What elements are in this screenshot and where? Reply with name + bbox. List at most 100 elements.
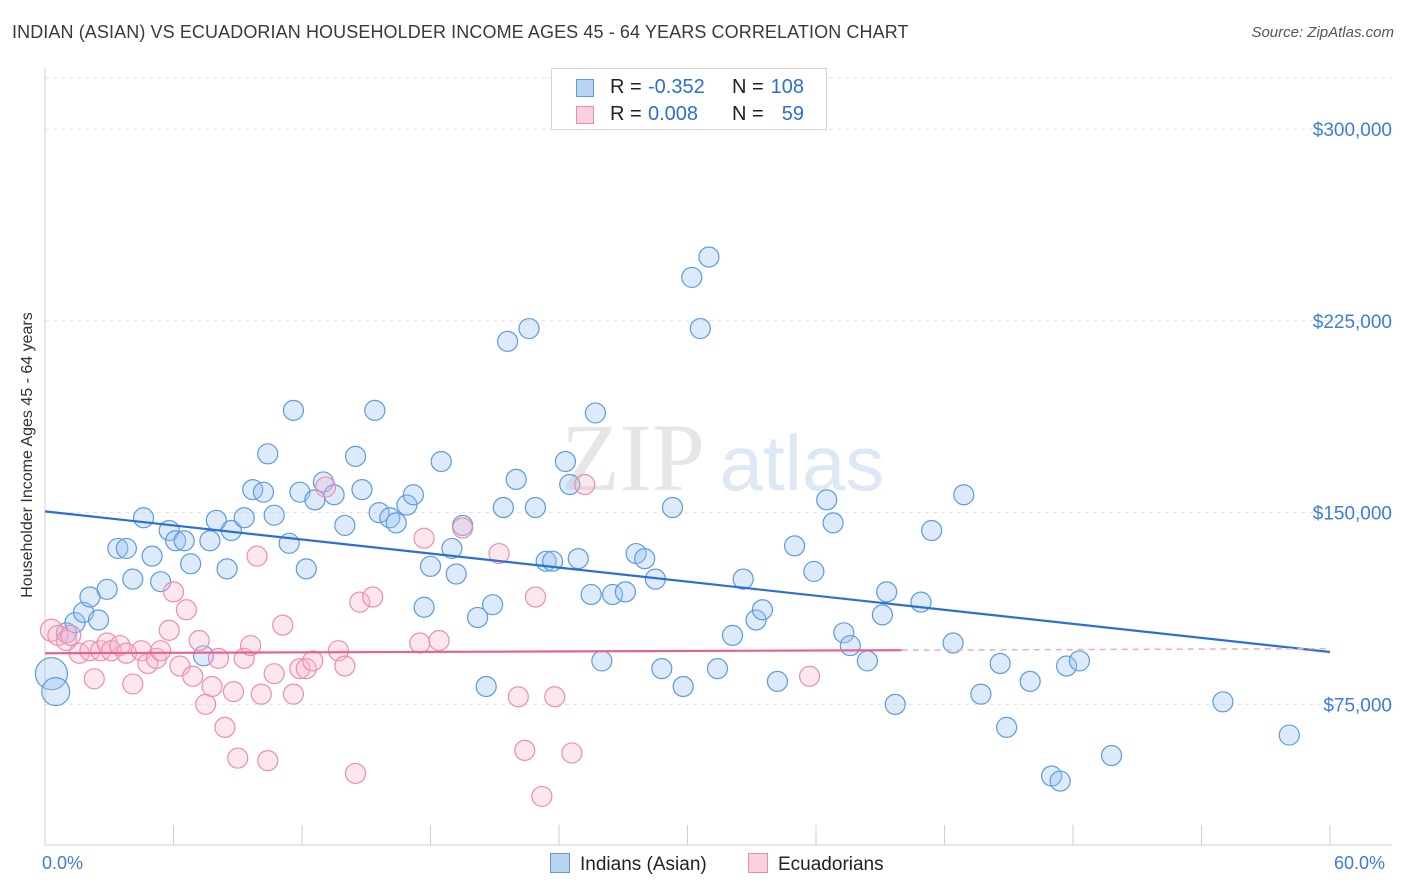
point-indians (822, 512, 844, 534)
point-indians (497, 330, 519, 352)
x-tick-right: 60.0% (1334, 853, 1386, 873)
point-ecuadorians (514, 739, 536, 762)
point-indians (402, 484, 424, 506)
legend-n-label: N = (732, 76, 764, 98)
point-ecuadorians (195, 693, 217, 715)
point-ecuadorians (302, 650, 324, 672)
watermark-zip: ZIP (561, 404, 705, 511)
point-indians (132, 507, 155, 529)
legend-n-value: 108 (770, 76, 804, 98)
point-indians (651, 657, 673, 680)
point-indians (706, 657, 729, 680)
point-ecuadorians (222, 680, 245, 703)
point-ecuadorians (282, 683, 305, 705)
point-indians (871, 604, 893, 626)
point-indians (698, 246, 720, 268)
point-indians (165, 530, 187, 552)
point-ecuadorians (83, 668, 105, 690)
trend-ecuadorians-extension (901, 647, 1331, 651)
x-tick-left: 0.0% (42, 853, 84, 873)
point-indians (989, 652, 1011, 675)
point-indians (803, 560, 825, 583)
point-ecuadorians (162, 581, 185, 603)
point-indians (1019, 670, 1041, 692)
point-indians (482, 594, 504, 616)
watermark: ZIP atlas (561, 404, 884, 511)
point-ecuadorians (561, 742, 583, 764)
legend-r-value: 0.008 (648, 103, 699, 125)
point-indians (1100, 744, 1123, 767)
point-ecuadorians (314, 476, 337, 498)
point-indians (580, 583, 602, 606)
point-ecuadorians (150, 640, 172, 662)
point-ecuadorians (344, 762, 367, 785)
point-indians (745, 609, 767, 631)
point-ecuadorians (122, 673, 144, 695)
point-indians (257, 443, 279, 465)
point-indians (1212, 691, 1234, 713)
watermark-atlas: atlas (720, 419, 885, 507)
point-ecuadorians (409, 632, 431, 654)
point-indians (910, 591, 932, 613)
point-indians (263, 504, 285, 526)
point-ecuadorians (246, 545, 268, 567)
point-indians (884, 693, 906, 715)
y-tick-label: $300,000 (1313, 120, 1392, 141)
point-indians (334, 514, 356, 537)
point-indians (970, 683, 992, 705)
trend-indians (44, 510, 1331, 654)
point-ecuadorians (798, 665, 821, 687)
point-indians (721, 624, 744, 646)
point-ecuadorians (207, 647, 230, 669)
point-indians (1278, 724, 1300, 746)
point-indians (430, 450, 452, 473)
point-indians (385, 512, 407, 534)
point-ecuadorians (531, 785, 553, 808)
point-indians (107, 537, 129, 560)
point-indians (672, 675, 694, 698)
legend-swatch-pink (576, 106, 594, 124)
legend-r-label: R = (610, 103, 642, 125)
point-indians (601, 583, 624, 606)
point-indians (783, 535, 806, 557)
point-ecuadorians (188, 629, 210, 652)
point-indians (567, 548, 589, 570)
point-indians (475, 675, 497, 698)
point-ecuadorians (240, 634, 262, 657)
point-ecuadorians (488, 542, 510, 565)
point-indians (282, 399, 305, 421)
point-indians (323, 484, 345, 506)
point-indians (833, 622, 855, 644)
point-ecuadorians (257, 750, 279, 772)
point-indians (41, 676, 71, 707)
bottom-legend-ecuadorians: Ecuadorians (748, 853, 884, 876)
point-ecuadorians (272, 614, 294, 636)
point-ecuadorians (349, 591, 371, 613)
legend-n-value: 59 (781, 103, 804, 125)
bottom-legend-swatch-pink (748, 853, 768, 873)
point-indians (492, 496, 514, 519)
point-indians (591, 650, 613, 672)
point-indians (681, 266, 703, 289)
point-ecuadorians (263, 663, 285, 685)
bottom-legend-swatch-blue (550, 853, 570, 873)
point-indians (996, 716, 1018, 738)
legend-row-ecuadorians: R = 0.008 N = 59 (552, 102, 826, 128)
point-indians (87, 609, 110, 631)
point-ecuadorians (544, 686, 566, 708)
legend-row-indians: R = -0.352 N = 108 (552, 75, 826, 101)
point-ecuadorians (574, 473, 596, 496)
y-tick-label: $150,000 (1313, 504, 1392, 525)
point-indians (96, 578, 118, 600)
point-indians (614, 581, 636, 603)
point-indians (233, 507, 255, 529)
source-label: Source: ZipAtlas.com (1251, 24, 1394, 41)
point-indians (634, 548, 656, 570)
point-indians (252, 481, 275, 503)
point-indians (364, 399, 386, 421)
legend-swatch-blue (576, 79, 594, 97)
point-indians (467, 606, 489, 629)
point-ecuadorians (250, 683, 272, 705)
point-ecuadorians (362, 586, 384, 608)
axes (44, 68, 1392, 846)
